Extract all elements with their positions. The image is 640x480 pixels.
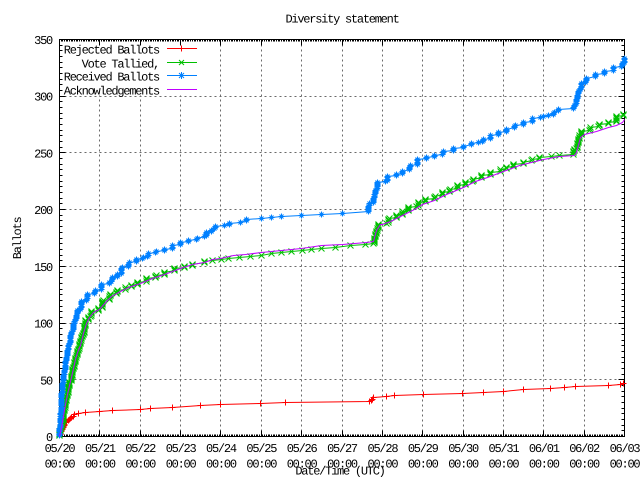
svg-text:00:00: 00:00	[287, 458, 318, 472]
svg-text:06/02: 06/02	[569, 442, 600, 456]
svg-text:00:00: 00:00	[610, 458, 640, 472]
svg-text:00:00: 00:00	[569, 458, 600, 472]
svg-text:05/26: 05/26	[287, 442, 318, 456]
svg-text:Acknowledgements: Acknowledgements	[64, 85, 160, 99]
svg-text:0: 0	[46, 431, 53, 445]
svg-text:05/27: 05/27	[327, 442, 358, 456]
svg-text:Ballots: Ballots	[11, 217, 25, 260]
svg-text:00:00: 00:00	[529, 458, 560, 472]
svg-text:50: 50	[40, 374, 53, 388]
svg-text:05/23: 05/23	[166, 442, 197, 456]
svg-text:06/01: 06/01	[529, 442, 560, 456]
svg-text:200: 200	[34, 204, 53, 218]
svg-text:00:00: 00:00	[408, 458, 439, 472]
svg-text:05/30: 05/30	[448, 442, 479, 456]
svg-text:00:00: 00:00	[45, 458, 76, 472]
svg-text:150: 150	[34, 261, 53, 275]
svg-text:05/28: 05/28	[368, 442, 399, 456]
svg-text:Date/Time (UTC): Date/Time (UTC)	[295, 465, 384, 479]
svg-text:350: 350	[34, 34, 53, 48]
svg-text:100: 100	[34, 318, 53, 332]
svg-text:00:00: 00:00	[85, 458, 116, 472]
svg-text:05/20: 05/20	[45, 442, 76, 456]
svg-text:Diversity statement: Diversity statement	[285, 13, 398, 27]
svg-text:06/03: 06/03	[610, 442, 640, 456]
svg-text:05/22: 05/22	[125, 442, 156, 456]
svg-text:05/25: 05/25	[246, 442, 277, 456]
svg-text:00:00: 00:00	[368, 458, 399, 472]
svg-text:Rejected Ballots: Rejected Ballots	[64, 44, 160, 58]
svg-text:05/21: 05/21	[85, 442, 116, 456]
svg-text:00:00: 00:00	[206, 458, 237, 472]
svg-text:300: 300	[34, 91, 53, 105]
svg-text:00:00: 00:00	[125, 458, 156, 472]
svg-text:Vote Tallied,: Vote Tallied,	[82, 58, 159, 72]
svg-text:250: 250	[34, 147, 53, 161]
svg-text:00:00: 00:00	[246, 458, 277, 472]
svg-text:00:00: 00:00	[327, 458, 358, 472]
svg-text:00:00: 00:00	[448, 458, 479, 472]
svg-text:05/24: 05/24	[206, 442, 237, 456]
svg-text:Received Ballots: Received Ballots	[64, 71, 160, 85]
svg-text:00:00: 00:00	[166, 458, 197, 472]
svg-text:00:00: 00:00	[489, 458, 520, 472]
svg-text:05/29: 05/29	[408, 442, 439, 456]
svg-text:05/31: 05/31	[489, 442, 520, 456]
